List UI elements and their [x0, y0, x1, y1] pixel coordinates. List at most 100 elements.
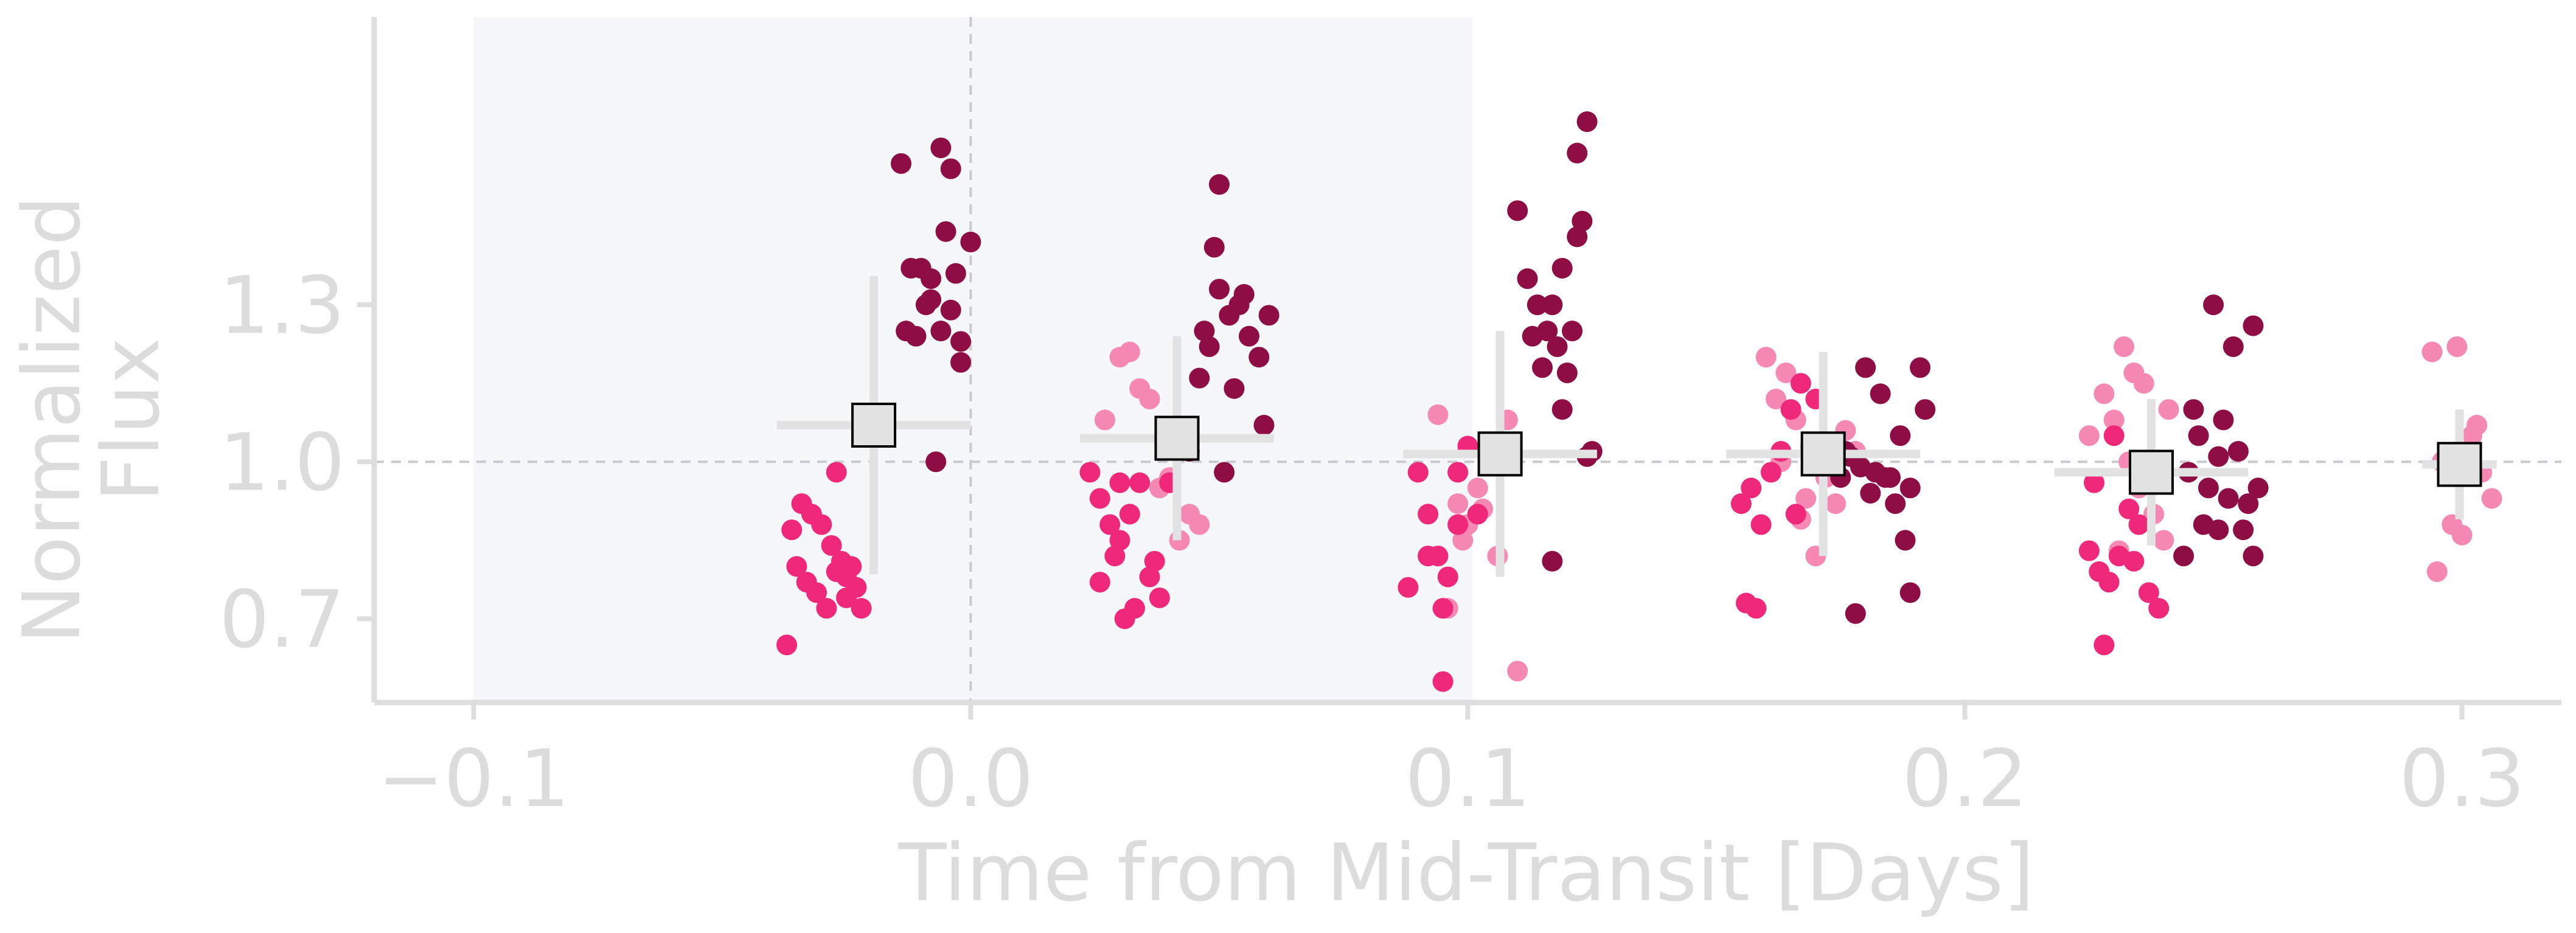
data-point	[1730, 493, 1752, 515]
data-point	[2198, 477, 2219, 499]
data-point	[1258, 305, 1279, 326]
data-point	[1895, 530, 1916, 551]
data-point	[1522, 325, 1543, 347]
y-axis-label-line-2: Flux	[85, 338, 177, 502]
binned-point	[1080, 336, 1274, 541]
data-point	[851, 598, 872, 619]
data-point	[1418, 504, 1439, 525]
data-point	[2426, 561, 2448, 582]
data-point	[1910, 357, 1931, 378]
binned-marker	[2437, 442, 2482, 487]
data-point	[1418, 546, 1439, 567]
data-point	[1567, 142, 1588, 164]
data-point	[806, 582, 827, 603]
data-point	[1517, 268, 1538, 290]
data-point	[1089, 488, 1110, 509]
data-point	[935, 221, 956, 242]
data-point	[1845, 603, 1866, 624]
data-point	[1109, 472, 1130, 493]
binned-marker	[851, 403, 897, 448]
data-point	[1825, 493, 1847, 515]
data-point	[1775, 362, 1797, 384]
data-point	[2098, 572, 2120, 593]
data-point	[2213, 409, 2234, 431]
data-point	[2243, 546, 2264, 567]
data-point	[811, 514, 832, 535]
data-point	[836, 587, 857, 608]
data-point	[1890, 425, 1911, 446]
data-point	[1233, 283, 1255, 305]
y-axis-label-line-1: Normalized	[5, 195, 98, 643]
data-point	[1114, 608, 1135, 630]
data-point	[930, 137, 952, 159]
data-point	[1129, 472, 1150, 493]
data-point	[950, 352, 972, 373]
data-point	[1507, 200, 1528, 221]
data-point	[781, 519, 802, 541]
binned-marker	[1800, 431, 1846, 477]
data-point	[1208, 174, 1230, 195]
data-point	[1551, 257, 1573, 279]
data-point	[2218, 488, 2239, 509]
binned-marker	[1477, 431, 1523, 477]
data-point	[841, 556, 862, 577]
binned-point	[1726, 352, 1921, 557]
data-point	[1755, 347, 1777, 368]
y-tick-label: 1.0	[219, 416, 345, 508]
data-point	[2183, 399, 2204, 420]
data-point	[1407, 462, 1429, 483]
data-point	[940, 299, 961, 321]
data-point	[1208, 279, 1230, 300]
shaded-region	[473, 17, 1473, 702]
data-point	[2233, 519, 2254, 541]
data-point	[2446, 336, 2468, 357]
data-point	[2421, 341, 2443, 362]
data-point	[1760, 462, 1781, 483]
data-point	[2158, 399, 2179, 420]
binned-point	[1403, 331, 1597, 577]
data-point	[925, 451, 947, 473]
data-point	[776, 634, 798, 656]
data-point	[1885, 493, 1906, 515]
binned-point	[2054, 399, 2249, 546]
data-point	[1447, 514, 1469, 535]
data-point	[821, 535, 842, 556]
data-point	[2451, 524, 2473, 546]
data-point	[786, 556, 807, 577]
data-point	[1860, 482, 1881, 504]
scatter-points	[776, 111, 2502, 692]
data-point	[1189, 367, 1210, 389]
data-point	[1899, 477, 1921, 499]
data-point	[915, 294, 936, 316]
data-point	[921, 268, 942, 290]
data-point	[1915, 399, 1936, 420]
x-axis-ticks: −0.1 0.0 0.1 0.2 0.3	[378, 702, 2525, 825]
data-point	[2128, 514, 2150, 535]
data-point	[2083, 472, 2104, 493]
data-point	[1248, 347, 1270, 368]
data-point	[1139, 566, 1160, 588]
data-point	[905, 325, 927, 347]
data-point	[1447, 493, 1469, 515]
data-point	[1855, 357, 1876, 378]
data-point	[1865, 462, 1886, 483]
data-point	[930, 321, 952, 342]
data-point	[1199, 336, 1220, 357]
data-point	[1149, 587, 1170, 608]
data-point	[1795, 488, 1817, 509]
data-point	[2138, 582, 2159, 603]
data-point	[2148, 598, 2170, 619]
y-axis-ticks: 0.7 1.0 1.3	[219, 259, 374, 665]
data-point	[2466, 415, 2488, 436]
x-tick-label: 0.0	[908, 732, 1034, 825]
y-tick-label: 0.7	[219, 573, 345, 665]
data-point	[2203, 294, 2224, 316]
y-axis-label: Normalized Flux	[5, 195, 177, 643]
data-point	[960, 231, 981, 252]
data-point	[1139, 389, 1160, 410]
data-point	[2208, 446, 2229, 467]
data-point	[1576, 111, 1598, 133]
data-point	[940, 158, 961, 179]
data-point	[2133, 373, 2154, 394]
